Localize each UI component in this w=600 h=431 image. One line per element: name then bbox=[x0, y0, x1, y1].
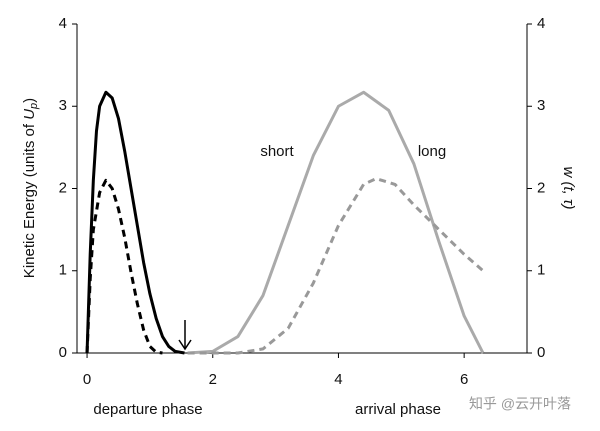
x-tick-label: 6 bbox=[460, 371, 468, 388]
y-tick-label: 3 bbox=[59, 97, 67, 114]
series-line bbox=[187, 90, 485, 355]
y-tick-label: 0 bbox=[59, 344, 67, 361]
y2-tick-label: 0 bbox=[537, 344, 545, 361]
y2-tick-label: 2 bbox=[537, 179, 545, 196]
y-label-subscript: p bbox=[28, 103, 40, 110]
series-line bbox=[187, 177, 484, 355]
x-tick-label: 0 bbox=[83, 371, 91, 388]
arrival-label: arrival phase bbox=[355, 401, 441, 418]
watermark: 知乎 @云开叶落 bbox=[469, 396, 571, 412]
arrow bbox=[178, 320, 192, 351]
y2-axis-label: w (t, τ) bbox=[560, 166, 577, 209]
annotation-long: long bbox=[418, 143, 446, 160]
x-tick-label: 2 bbox=[209, 371, 217, 388]
y-axis-label: Kinetic Energy (units of Up) bbox=[21, 98, 40, 278]
y-tick-label: 1 bbox=[59, 262, 67, 279]
y2-tick-label: 1 bbox=[537, 262, 545, 279]
y-label-symbol: U bbox=[21, 109, 38, 120]
y2-tick-label: 3 bbox=[537, 97, 545, 114]
y-tick-label: 4 bbox=[59, 15, 67, 32]
y-label-end: ) bbox=[21, 98, 38, 103]
y-tick-label: 2 bbox=[59, 179, 67, 196]
y-label-text: Kinetic Energy (units of bbox=[21, 120, 38, 278]
series-line bbox=[85, 90, 185, 355]
y2-tick-label: 4 bbox=[537, 15, 545, 32]
x-tick-label: 4 bbox=[334, 371, 342, 388]
annotation-short: short bbox=[260, 143, 294, 160]
series-line bbox=[85, 178, 163, 355]
departure-label: departure phase bbox=[93, 401, 202, 418]
